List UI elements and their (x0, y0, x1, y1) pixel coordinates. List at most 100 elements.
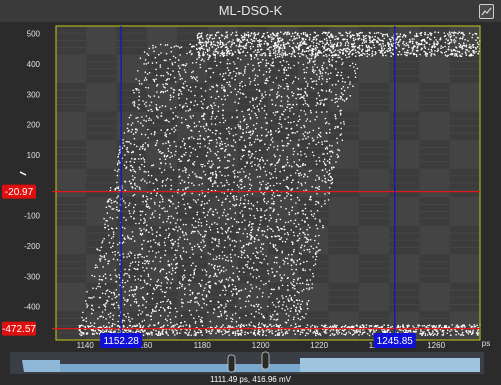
sample-point (168, 78, 170, 80)
sample-point (305, 71, 308, 74)
sample-point (284, 31, 287, 34)
sample-point (287, 276, 289, 279)
sample-point (355, 51, 357, 54)
sample-point (405, 54, 408, 57)
sample-point (244, 333, 246, 336)
sample-point (274, 111, 277, 113)
sample-point (210, 67, 212, 70)
sample-point (228, 83, 230, 86)
sample-point (377, 41, 379, 44)
sample-point (434, 31, 436, 33)
sample-point (371, 36, 374, 38)
sample-point (328, 161, 331, 163)
sample-point (310, 169, 312, 172)
sample-point (229, 253, 232, 256)
sample-point (303, 135, 306, 137)
sample-point (164, 244, 166, 246)
sample-point (219, 73, 221, 75)
sample-point (400, 53, 403, 56)
sample-point (201, 165, 203, 168)
sample-point (202, 115, 204, 118)
sample-point (312, 45, 315, 47)
sample-point (383, 330, 386, 332)
sample-point (446, 332, 449, 335)
sample-point (216, 330, 219, 333)
sample-point (415, 35, 418, 38)
sample-point (150, 245, 152, 248)
chart-export-icon[interactable] (479, 4, 494, 19)
sample-point (111, 325, 113, 328)
sample-point (87, 326, 90, 328)
sample-point (203, 138, 206, 141)
sample-point (273, 261, 276, 264)
sample-point (255, 257, 258, 259)
sample-point (264, 217, 267, 220)
sample-point (475, 48, 477, 50)
sample-point (149, 217, 152, 219)
sample-point (259, 188, 261, 191)
sample-point (286, 158, 288, 161)
sample-point (222, 121, 225, 124)
sample-point (143, 165, 146, 168)
sample-point (113, 201, 115, 203)
sample-point (159, 260, 161, 263)
sample-point (86, 306, 88, 308)
sample-point (114, 323, 116, 326)
sample-point (201, 47, 203, 50)
sample-point (190, 90, 192, 93)
sample-point (419, 43, 421, 46)
sample-point (287, 67, 290, 69)
sample-point (118, 274, 120, 276)
y-tick-label: -300 (24, 272, 41, 281)
sample-point (251, 236, 254, 238)
sample-point (154, 267, 157, 270)
sample-point (114, 269, 116, 271)
sample-point (226, 62, 229, 65)
sample-point (173, 127, 175, 129)
sample-point (221, 185, 224, 187)
sample-point (374, 39, 376, 41)
sample-point (290, 181, 293, 184)
sample-point (210, 96, 213, 98)
sample-point (123, 303, 126, 306)
sample-point (234, 78, 236, 81)
sample-point (227, 237, 229, 239)
sample-point (342, 38, 345, 40)
sample-point (461, 47, 464, 50)
sample-point (244, 228, 246, 230)
sample-point (259, 40, 262, 42)
sample-point (244, 66, 247, 68)
sample-point (111, 217, 114, 220)
sample-point (179, 78, 182, 80)
sample-point (201, 32, 203, 34)
sample-point (161, 290, 164, 293)
sample-point (268, 331, 271, 334)
sample-point (449, 33, 451, 35)
sample-point (161, 332, 164, 334)
sample-point (280, 100, 283, 102)
sample-point (226, 31, 228, 33)
sample-point (172, 269, 174, 272)
sample-point (381, 328, 383, 331)
sample-point (311, 40, 313, 43)
sample-point (240, 183, 242, 186)
sample-point (375, 32, 378, 34)
sample-point (194, 100, 197, 102)
sample-point (282, 47, 284, 49)
sample-point (294, 172, 297, 174)
sample-point (246, 193, 249, 196)
sample-point (109, 316, 111, 318)
sample-point (453, 55, 456, 57)
sample-point (315, 246, 318, 248)
sample-point (270, 129, 272, 132)
sample-point (340, 127, 343, 130)
sample-point (299, 262, 302, 265)
sample-point (104, 308, 107, 311)
sample-point (363, 41, 366, 44)
sample-point (219, 159, 221, 162)
sample-point (172, 91, 175, 94)
sample-point (455, 54, 458, 56)
sample-point (294, 326, 296, 329)
sample-point (475, 51, 477, 53)
